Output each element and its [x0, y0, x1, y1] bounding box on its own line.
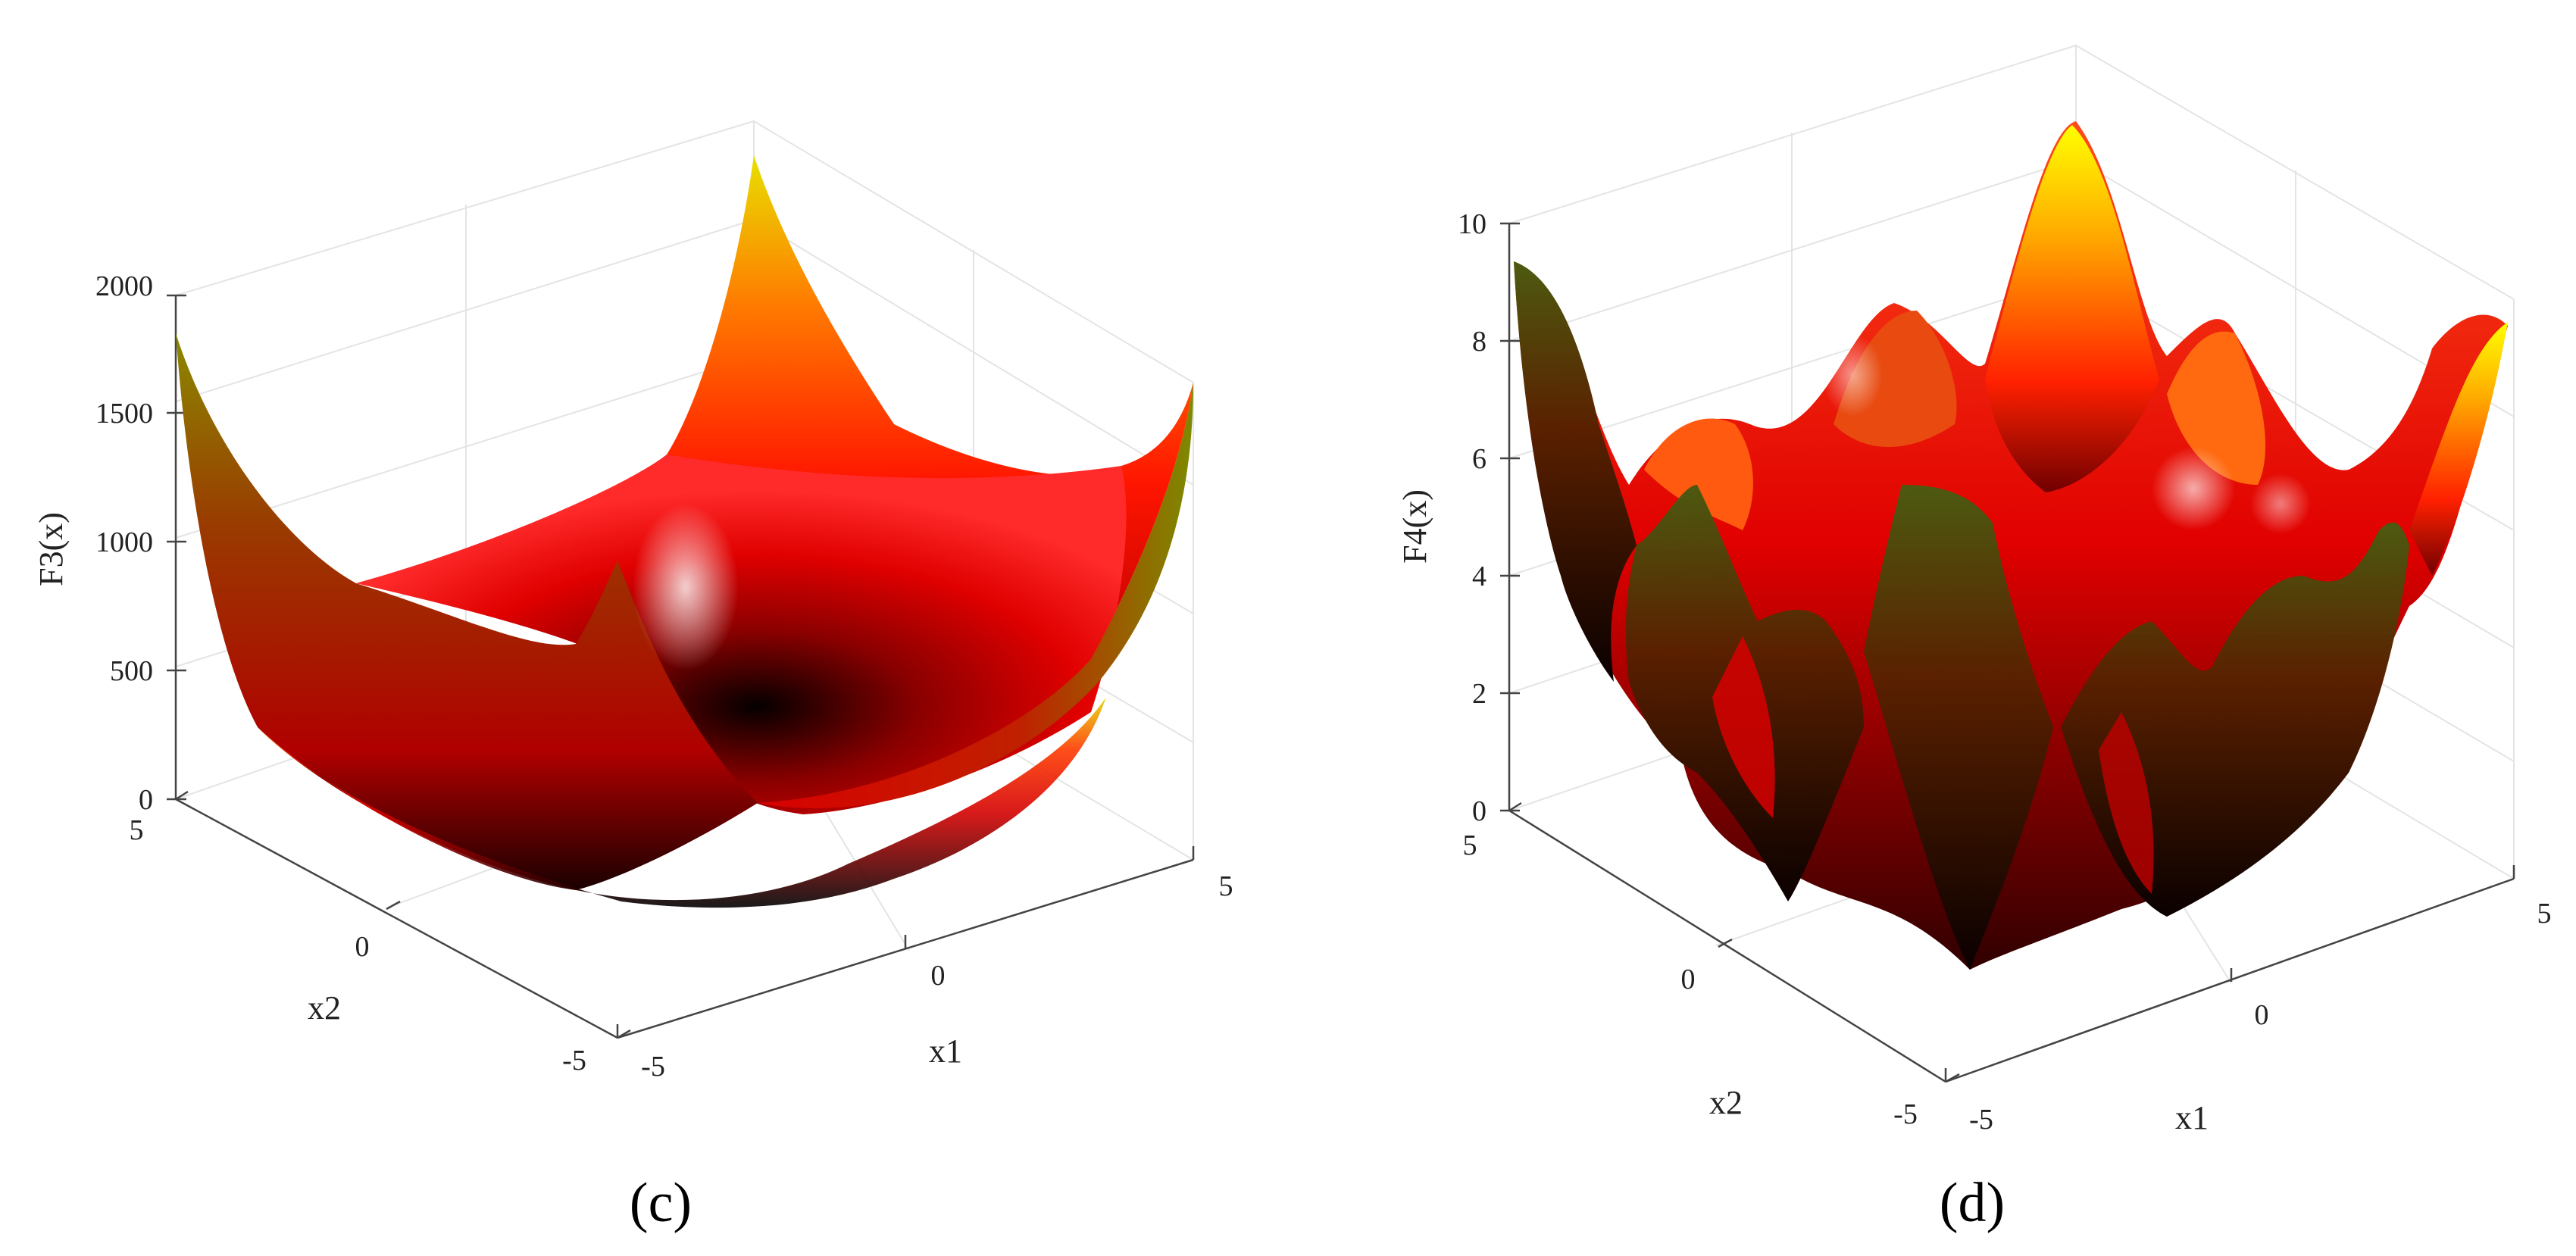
x-tick-c-2: 5: [1219, 870, 1233, 902]
panel-label-d: (d): [1940, 1172, 2005, 1234]
y-tick-d-2: 5: [1463, 830, 1477, 861]
x-tick-d-1: 0: [2255, 999, 2269, 1031]
surface-d-left-wall: [1514, 261, 1637, 682]
z-tick-d-1: 2: [1472, 678, 1487, 710]
x-tick-d-2: 5: [2537, 898, 2552, 930]
z-tick-d-2: 4: [1472, 561, 1487, 592]
z-axis-label-d: F4(x): [1396, 489, 1433, 564]
y-tick-d-1: 0: [1681, 964, 1696, 995]
surface-d-hump-right: [2167, 331, 2265, 485]
panel-c: 0 500 1000 1500 2000 5 0 -5 -5 0 5 F3(x)…: [33, 120, 1233, 1234]
x-tick-d-0: -5: [1969, 1104, 1993, 1136]
surface-d-front-peak: [1864, 485, 2053, 970]
panel-d: 0 2 4 6 8 10 5 0 -5 -5 0 5 F4(x) x2 x1 (…: [1396, 44, 2552, 1234]
z-tick-d-5: 10: [1458, 208, 1487, 240]
y-axis-label-d: x2: [1709, 1084, 1743, 1121]
z-tick-c-3: 1500: [95, 398, 153, 430]
surface-c-front: [258, 697, 1106, 908]
z-tick-d-4: 8: [1472, 326, 1487, 358]
y-axis-label-c: x2: [308, 989, 341, 1026]
y-tick-c-1: 0: [355, 931, 370, 963]
z-tick-c-0: 0: [139, 784, 153, 816]
surface-c-highlight: [633, 504, 739, 670]
panel-d-surface: [1514, 121, 2508, 970]
x-axis-label-d: x1: [2175, 1099, 2209, 1136]
y-tick-c-0: -5: [562, 1045, 586, 1076]
x-axis-label-c: x1: [929, 1033, 962, 1070]
surface-c-left: [176, 333, 758, 890]
surface-d-highlight-1: [2152, 447, 2235, 530]
surface-d-trough-2: [2099, 712, 2154, 894]
z-tick-c-2: 1000: [95, 526, 153, 558]
surface-d-peak: [1985, 125, 2159, 492]
x-tick-c-1: 0: [931, 960, 946, 992]
surface-d-right-spike: [2409, 322, 2508, 576]
panel-label-c: (c): [630, 1172, 692, 1234]
x-tick-c-0: -5: [641, 1051, 665, 1083]
panel-c-axes: [167, 294, 1195, 1039]
surface-c-bowl: [356, 455, 1127, 814]
z-tick-c-4: 2000: [95, 270, 153, 302]
surface-d-highlight-3: [2250, 473, 2311, 534]
y-tick-c-2: 5: [130, 814, 144, 846]
z-axis-label-c: F3(x): [33, 512, 70, 586]
panel-d-axes: [1500, 222, 2515, 1083]
z-tick-d-3: 6: [1472, 443, 1487, 475]
panel-c-surface: [176, 155, 1193, 908]
y-tick-d-0: -5: [1893, 1098, 1918, 1130]
surface-d-trough-1: [1712, 636, 1775, 818]
surface-d-highlight-2: [1822, 333, 1883, 417]
surface-d-hump-left: [1644, 418, 1753, 530]
z-tick-c-1: 500: [110, 655, 153, 687]
z-tick-d-0: 0: [1472, 795, 1487, 827]
